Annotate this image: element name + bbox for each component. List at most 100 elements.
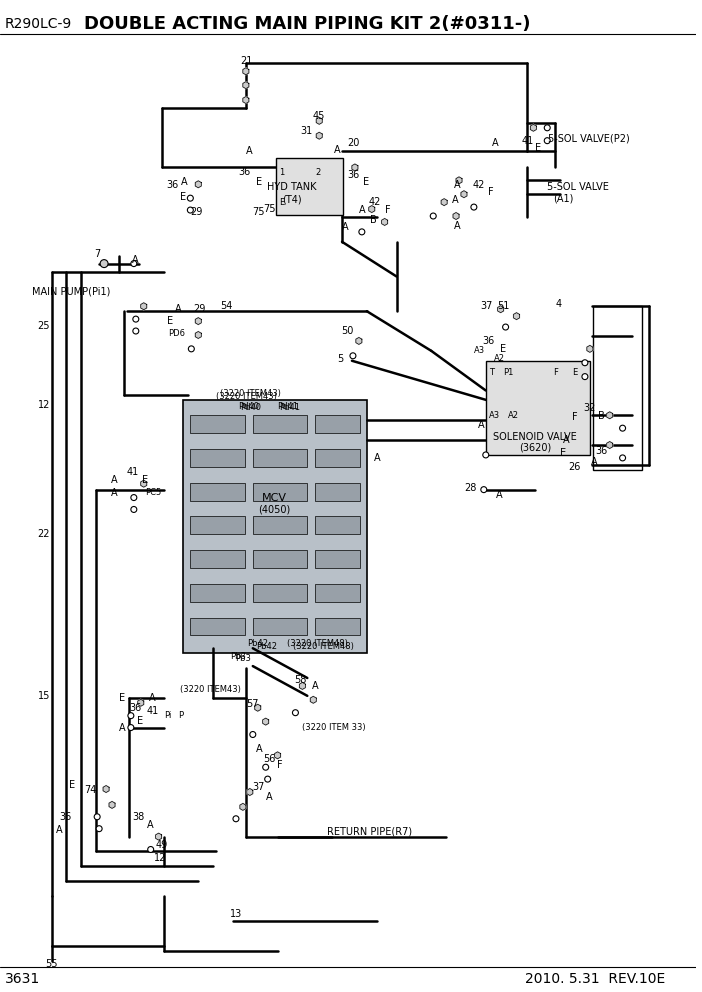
Text: Pb42: Pb42 — [247, 639, 268, 648]
Text: 49: 49 — [156, 839, 168, 849]
Circle shape — [131, 507, 137, 513]
Text: 55: 55 — [46, 958, 58, 968]
Bar — [253, 551, 307, 568]
Bar — [190, 449, 245, 467]
Text: MCV: MCV — [262, 493, 287, 503]
Text: 36: 36 — [595, 446, 607, 456]
Text: A: A — [256, 744, 263, 754]
Text: Pb42: Pb42 — [256, 642, 277, 651]
Circle shape — [620, 426, 625, 432]
Polygon shape — [530, 124, 536, 131]
Polygon shape — [607, 412, 613, 419]
Text: 28: 28 — [464, 483, 477, 493]
Text: E: E — [166, 316, 173, 326]
Text: A: A — [119, 722, 126, 732]
Text: E: E — [69, 780, 76, 790]
Text: A: A — [496, 490, 503, 500]
Text: HYD TANK: HYD TANK — [267, 183, 316, 192]
Bar — [253, 517, 307, 535]
Polygon shape — [456, 177, 462, 184]
Text: (3220 ITEM43): (3220 ITEM43) — [180, 685, 241, 694]
Text: 41: 41 — [127, 467, 139, 477]
Polygon shape — [140, 480, 147, 487]
Circle shape — [483, 452, 489, 458]
Text: E: E — [536, 143, 541, 153]
Text: A: A — [591, 457, 597, 467]
Text: 56: 56 — [263, 754, 275, 764]
Text: A: A — [491, 138, 498, 148]
Circle shape — [128, 712, 134, 718]
Text: F: F — [553, 368, 558, 377]
Text: Pi: Pi — [164, 711, 172, 720]
Text: 42: 42 — [473, 181, 485, 190]
Circle shape — [96, 825, 102, 831]
Text: A3: A3 — [474, 346, 485, 355]
Bar — [190, 617, 245, 635]
Circle shape — [133, 316, 139, 322]
Bar — [183, 401, 367, 653]
Text: E: E — [572, 368, 577, 377]
Circle shape — [94, 813, 100, 819]
Text: 57: 57 — [246, 698, 258, 708]
Text: 36: 36 — [238, 168, 250, 178]
Circle shape — [263, 764, 269, 770]
Text: 1: 1 — [279, 168, 285, 177]
Text: E: E — [363, 178, 369, 187]
Text: A2: A2 — [494, 354, 505, 363]
Circle shape — [544, 138, 550, 144]
Text: A: A — [454, 181, 461, 190]
Circle shape — [582, 374, 588, 380]
Circle shape — [359, 229, 365, 235]
Polygon shape — [356, 337, 362, 344]
Text: Pd40: Pd40 — [238, 402, 259, 411]
Text: 58: 58 — [294, 675, 307, 684]
Text: 26: 26 — [568, 462, 581, 472]
Polygon shape — [316, 132, 322, 139]
Text: A: A — [111, 488, 118, 498]
Bar — [315, 416, 360, 434]
Bar — [190, 416, 245, 434]
Text: E: E — [279, 197, 285, 206]
Circle shape — [250, 731, 256, 737]
Polygon shape — [263, 718, 269, 725]
Text: 36: 36 — [347, 171, 359, 181]
Circle shape — [265, 776, 271, 782]
Polygon shape — [255, 704, 260, 711]
Circle shape — [131, 495, 137, 501]
Text: E: E — [180, 192, 187, 202]
Text: 75: 75 — [263, 204, 275, 214]
Circle shape — [100, 260, 108, 268]
Polygon shape — [369, 205, 375, 212]
Text: PD6: PD6 — [168, 329, 185, 338]
Polygon shape — [195, 331, 201, 338]
Text: 41: 41 — [147, 705, 159, 715]
Text: 25: 25 — [38, 321, 50, 331]
Text: Pd41: Pd41 — [279, 403, 300, 412]
Polygon shape — [441, 198, 447, 205]
Text: 5-SOL VALVE(P2): 5-SOL VALVE(P2) — [548, 134, 630, 144]
Circle shape — [133, 328, 139, 334]
Polygon shape — [299, 682, 305, 689]
Circle shape — [187, 195, 193, 201]
Bar — [253, 584, 307, 602]
Text: 5: 5 — [337, 354, 343, 364]
Text: 12: 12 — [154, 853, 166, 863]
Polygon shape — [607, 441, 613, 448]
Polygon shape — [109, 802, 115, 808]
Text: A: A — [334, 145, 340, 155]
Text: A3: A3 — [489, 411, 500, 420]
Text: A2: A2 — [508, 411, 519, 420]
Bar — [253, 483, 307, 501]
Bar — [253, 416, 307, 434]
Text: 50: 50 — [341, 326, 353, 336]
Circle shape — [233, 815, 239, 821]
Text: (3620): (3620) — [519, 443, 552, 453]
Circle shape — [430, 213, 436, 219]
Polygon shape — [382, 218, 388, 225]
Text: Pd40: Pd40 — [240, 403, 261, 412]
Polygon shape — [240, 804, 246, 810]
Circle shape — [147, 846, 154, 852]
Text: A: A — [342, 222, 349, 232]
Polygon shape — [243, 67, 249, 74]
Bar — [253, 449, 307, 467]
